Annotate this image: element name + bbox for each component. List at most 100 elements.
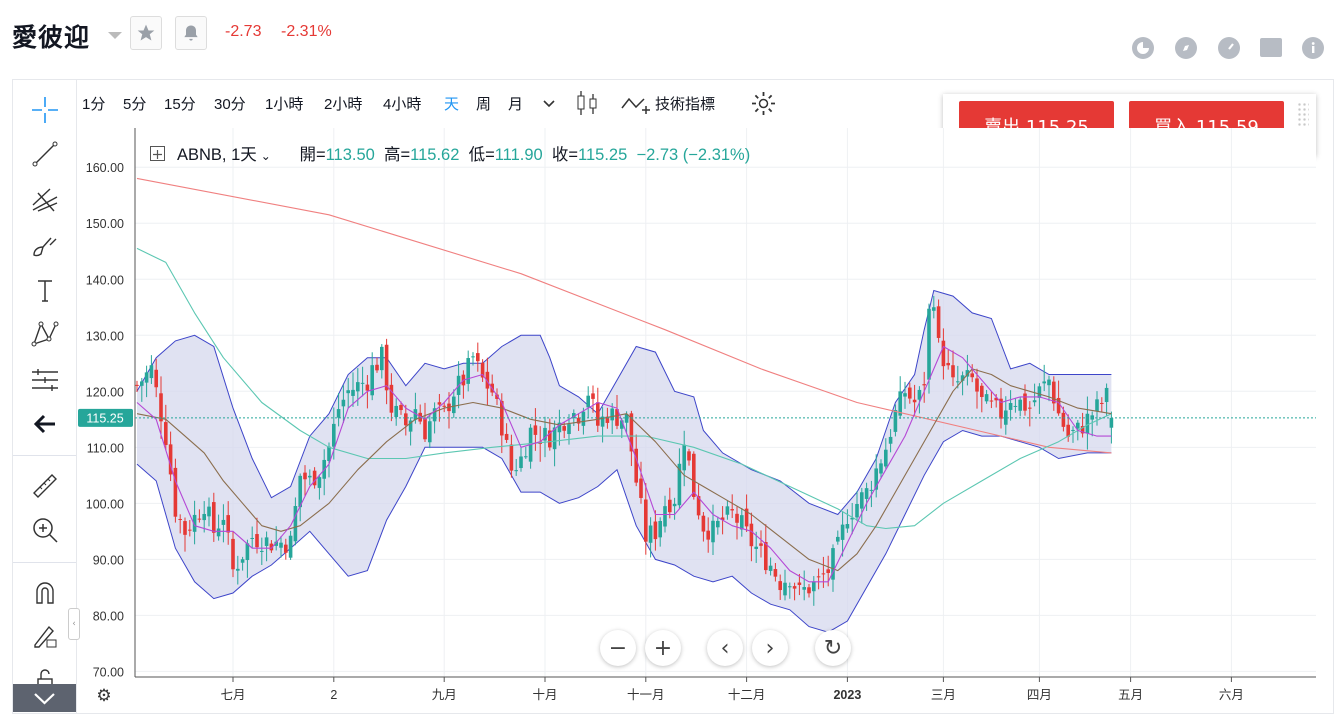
drawing-toolbar [13, 80, 77, 713]
reset-chart-button[interactable]: ↻ [815, 630, 851, 666]
candle-body [941, 340, 946, 367]
candle-body [884, 449, 888, 467]
lock-drawing-tool-icon[interactable] [29, 620, 61, 652]
compass-icon[interactable] [1175, 37, 1197, 59]
legend-symbol[interactable]: ABNB, 1天 [177, 146, 257, 164]
candle-body [639, 478, 643, 498]
indicators-button[interactable]: 技術指標 [655, 96, 716, 113]
candle-body [677, 463, 682, 506]
candle-body [768, 565, 773, 571]
x-tick-label: 十二月 [728, 688, 766, 702]
price-alert-button[interactable] [175, 16, 207, 50]
x-tick-label: 七月 [220, 688, 245, 702]
x-tick-label: 四月 [1027, 688, 1052, 702]
candle-body [312, 470, 317, 486]
candle-body [159, 393, 163, 422]
favorite-star-button[interactable] [130, 16, 162, 50]
price-change-absolute: -2.73 [225, 23, 262, 40]
zoom-out-button[interactable]: − [600, 630, 636, 666]
y-tick-label: 150.00 [86, 217, 124, 231]
pie-chart-icon[interactable] [1132, 37, 1154, 59]
timeframe-2h[interactable]: 2小時 [324, 96, 363, 113]
candle-body [226, 515, 230, 533]
title-dropdown-caret-icon[interactable] [108, 32, 122, 39]
candle-body [740, 515, 744, 530]
zoom-in-tool-icon[interactable] [29, 514, 61, 546]
candle-body [600, 416, 605, 427]
candle-body [356, 382, 360, 392]
y-tick-label: 80.00 [93, 609, 124, 623]
gauge-icon[interactable] [1218, 37, 1240, 59]
x-tick-label: 五月 [1118, 688, 1143, 702]
candle-body [514, 470, 518, 472]
legend-add-icon[interactable] [150, 146, 165, 161]
candle-body [197, 518, 202, 520]
candle-body [576, 417, 581, 424]
timeframe-more-chevron-icon[interactable] [542, 97, 556, 111]
candle-body [908, 387, 912, 399]
more-tools-button[interactable] [13, 684, 76, 712]
candle-body [840, 524, 845, 540]
candle-body [212, 502, 216, 533]
candle-body [936, 306, 941, 338]
timeframe-15m[interactable]: 15分 [164, 96, 196, 113]
legend-symbol-chevron-icon[interactable]: ⌄ [260, 149, 271, 163]
candle-body [437, 402, 442, 405]
candle-body [562, 426, 566, 431]
candle-body [408, 420, 413, 432]
candle-body [288, 535, 293, 558]
timeframe-1d[interactable]: 天 [444, 96, 460, 113]
candle-body [855, 504, 859, 518]
zoom-in-button[interactable]: + [645, 630, 681, 666]
pattern-tool-icon[interactable] [29, 318, 61, 350]
scroll-left-button[interactable]: ‹ [707, 630, 743, 666]
indicators-icon[interactable] [620, 92, 652, 116]
candle-body [341, 399, 346, 407]
candle-body [202, 513, 206, 521]
magnet-tool-icon[interactable] [29, 576, 61, 608]
candle-body [917, 389, 922, 400]
candle-body [869, 489, 874, 491]
candle-body [735, 513, 739, 523]
trend-line-tool-icon[interactable] [29, 138, 61, 170]
candle-body [845, 524, 850, 529]
text-tool-icon[interactable] [29, 274, 61, 306]
crosshair-tool-icon[interactable] [29, 94, 61, 126]
timeframe-1m[interactable]: 1分 [82, 96, 106, 113]
candle-body [860, 492, 864, 509]
timeframe-30m[interactable]: 30分 [214, 96, 246, 113]
timeframe-5m[interactable]: 5分 [123, 96, 147, 113]
candle-body [548, 430, 552, 448]
candle-body [207, 506, 211, 517]
chevron-right-icon: › [765, 635, 775, 661]
candle-body [442, 405, 446, 407]
scroll-right-button[interactable]: › [752, 630, 788, 666]
time-axis-settings-icon[interactable]: ⚙ [96, 686, 112, 706]
candle-type-icon[interactable] [574, 89, 600, 117]
timeframe-4h[interactable]: 4小時 [383, 96, 422, 113]
timeframe-1w[interactable]: 周 [476, 96, 492, 113]
ruler-tool-icon[interactable] [29, 470, 61, 502]
candle-body [1032, 400, 1037, 403]
fibonacci-tool-icon[interactable] [29, 184, 61, 216]
collapse-toolbar-button[interactable]: ‹ [68, 608, 80, 640]
back-arrow-icon[interactable] [29, 408, 61, 440]
info-icon[interactable] [1302, 37, 1324, 59]
legend-high: 115.62 [410, 146, 460, 164]
settings-gear-icon[interactable] [750, 90, 777, 117]
timeframe-1mo[interactable]: 月 [508, 96, 524, 113]
brush-tool-icon[interactable] [29, 230, 61, 262]
candle-body [471, 356, 475, 358]
candle-body [260, 550, 264, 552]
timeframe-1h[interactable]: 1小時 [265, 96, 304, 113]
calendar-icon[interactable] [1260, 38, 1282, 57]
candle-body [476, 353, 480, 362]
x-tick-label: 三月 [931, 688, 956, 702]
prediction-tool-icon[interactable] [29, 364, 61, 396]
moving-average-line-3 [136, 368, 1112, 572]
candle-body [1109, 417, 1114, 428]
candle-body [596, 402, 600, 426]
candle-body [168, 444, 173, 475]
candle-body [154, 369, 158, 388]
